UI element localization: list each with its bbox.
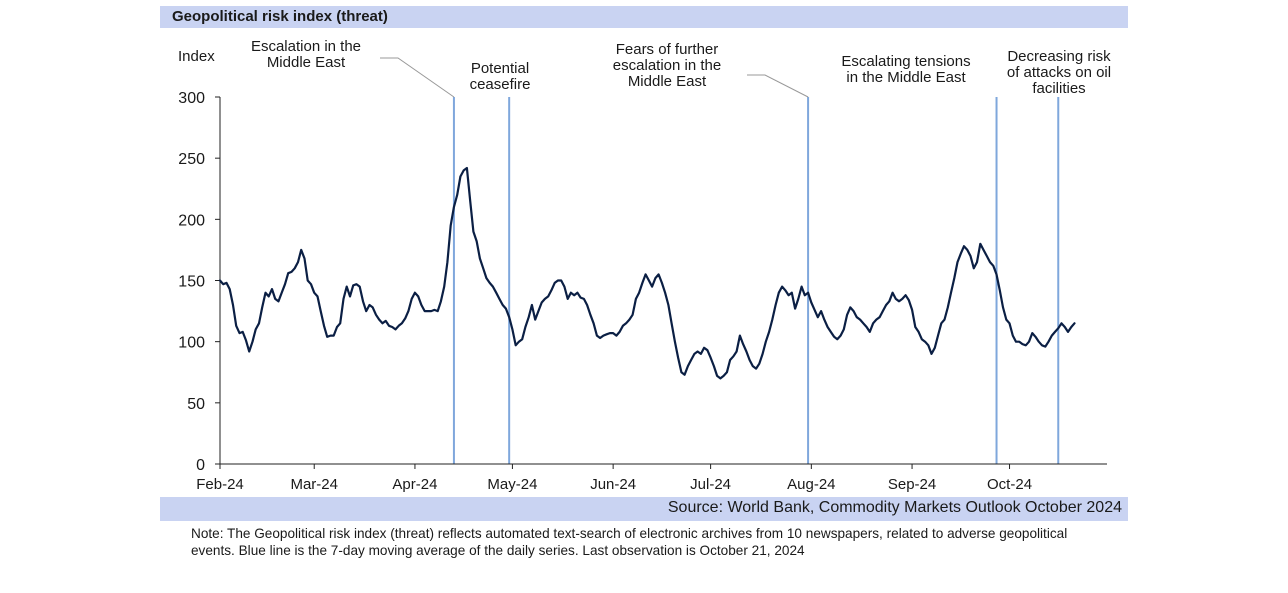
x-tick-label: Mar-24 <box>290 476 338 493</box>
x-tick-label: Apr-24 <box>392 476 437 493</box>
source-text: Source: World Bank, Commodity Markets Ou… <box>667 499 1122 516</box>
y-axis-label: Index <box>178 48 215 65</box>
x-tick-label: Jun-24 <box>590 476 636 493</box>
series-layer <box>218 166 1076 380</box>
leader-line <box>747 74 809 98</box>
y-tick-label: 300 <box>178 90 205 107</box>
event-label: Decreasing risk of attacks on oil faciliti… <box>1007 48 1111 97</box>
source-bar: Source: World Bank, Commodity Markets Ou… <box>160 497 1128 521</box>
axes: Index 0 50 100 150 200 250 300 Feb-24 Mar-24 Apr-2… <box>178 48 1107 493</box>
y-tick-label: 150 <box>178 274 205 291</box>
x-tick-label: Oct-24 <box>987 476 1032 493</box>
series-line <box>218 166 1076 380</box>
leader-line <box>380 57 455 98</box>
event-label: Escalating tensions in the Middle East <box>841 53 970 86</box>
x-tick-label: Sep-24 <box>888 476 936 493</box>
event-annotations: Escalation in the Middle East Potential cea… <box>251 38 1111 464</box>
title-bar: Geopolitical risk index (threat) <box>160 6 1128 28</box>
event-label: Escalation in the Middle East <box>251 38 361 71</box>
y-tick-label: 100 <box>178 335 205 352</box>
x-tick-label: May-24 <box>487 476 537 493</box>
note-text: Note: The Geopolitical risk index (threa… <box>191 526 1068 558</box>
y-tick-label: 250 <box>178 151 205 168</box>
chart-title: Geopolitical risk index (threat) <box>172 8 388 25</box>
x-tick-label: Feb-24 <box>196 476 244 493</box>
event-label: Potential ceasefire <box>470 60 531 93</box>
y-tick-label: 200 <box>178 212 205 229</box>
event-label: Fears of further escalation in the Middle … <box>613 41 721 90</box>
y-tick-label: 0 <box>196 457 205 474</box>
x-tick-label: Aug-24 <box>787 476 835 493</box>
x-tick-label: Jul-24 <box>690 476 731 493</box>
y-tick-label: 50 <box>187 396 205 413</box>
